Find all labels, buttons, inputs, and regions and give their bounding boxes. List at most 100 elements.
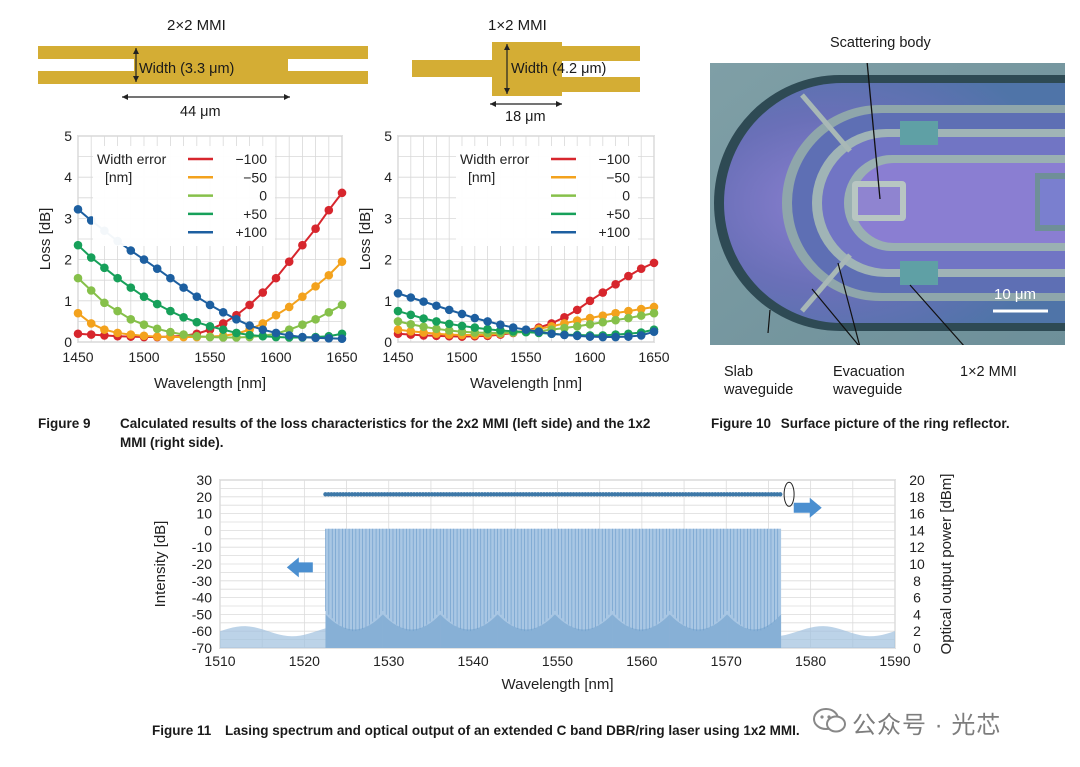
x-tick-label: 1550 [194,349,225,365]
left-axis-arrow [286,557,313,578]
data-point [406,319,416,329]
data-point [113,306,122,316]
data-point [572,305,582,315]
data-point [86,286,96,295]
power-point [778,492,783,497]
data-point [393,325,403,334]
data-point [585,313,595,323]
data-point [560,330,569,340]
y2-tick-label: 8 [913,573,921,589]
data-point [205,322,215,331]
x-tick-label: 1590 [879,653,910,669]
y-tick-label: 3 [384,210,392,226]
y2-tick-label: 12 [909,539,925,555]
figure-11-caption-text: Lasing spectrum and optical output of an… [225,723,800,738]
y2-tick-label: 6 [913,590,921,606]
data-point [324,333,334,343]
data-point [483,324,492,334]
mode-group-envelope [497,614,555,648]
data-point [166,306,175,316]
watermark-text: 公众号 · 光芯 [852,712,1002,739]
x-tick-label: 1650 [638,349,669,365]
data-point [496,320,505,329]
data-point [508,323,518,332]
mmi-2x2-width-label: Width (3.3 μm) [139,61,235,77]
y-tick-label: 0 [204,522,212,538]
figure-10-caption-text: Surface picture of the ring reflector. [780,416,1010,431]
data-point [205,300,215,310]
mmi-1x2-length-label: 18 μm [505,109,546,125]
data-point [457,321,467,331]
x-tick-label: 1520 [289,653,320,669]
legend-label: 0 [259,188,267,204]
x-tick-label: 1540 [458,653,489,669]
loss-chart-1x2: 1450 1500 1550 1600 1650 0 1 2 3 4 5 Wavelength [nm… [357,128,670,392]
data-point [245,330,254,340]
figure-10-caption: Figure 10 Surface picture of the ring re… [711,414,1071,433]
data-point [572,322,582,331]
data-point [393,306,403,316]
figure-11-caption: Figure 11 Lasing spectrum and optical ou… [152,721,932,740]
mode-group-envelope [325,614,383,648]
x-tick-label: 1530 [373,653,404,669]
data-point [636,311,646,320]
data-point [406,293,416,302]
data-point [311,333,320,343]
data-point [585,319,595,329]
y2-axis-label: Optical output power [dBm] [938,474,955,655]
data-point [406,326,416,336]
y-tick-label: 10 [196,506,212,522]
data-point [166,327,175,337]
y-axis-label: Loss [dB] [357,208,374,271]
data-point [649,302,659,312]
right-axis-arrow [793,497,822,518]
data-point [636,264,646,273]
data-point [337,257,347,266]
data-point [179,312,188,322]
data-point [483,317,492,326]
data-point [560,312,569,322]
data-point [166,273,175,283]
mode-group-envelope [727,614,782,648]
x-tick-label: 1510 [204,653,235,669]
data-point [444,326,454,335]
data-point [258,331,268,341]
data-point [258,288,268,297]
legend-box [93,146,275,246]
data-point [611,308,620,318]
data-point [624,313,633,323]
legend-title: Width error [460,151,530,167]
data-point [139,255,149,264]
y-tick-label: 4 [64,169,72,185]
y-tick-label: 5 [64,128,72,144]
data-point [86,319,96,328]
x-tick-label: 1560 [626,653,657,669]
data-point [598,332,608,342]
y-tick-label: 0 [384,334,392,350]
data-point [271,328,281,338]
y-tick-label: -20 [192,556,212,572]
x-tick-label: 1650 [326,349,357,365]
figure-9-caption-text: Calculated results of the loss character… [120,416,651,450]
data-point [218,308,228,317]
data-point [258,325,268,334]
data-point [419,314,428,323]
data-point [100,298,109,308]
ring-reflector-micrograph [710,63,1065,345]
data-point [152,264,162,273]
data-point [470,313,480,323]
x-tick-label: 1500 [128,349,159,365]
y-tick-label: 1 [64,293,72,309]
data-point [298,332,307,342]
data-point [192,331,202,341]
data-point [100,263,109,273]
data-point [73,308,83,318]
x-tick-label: 1600 [574,349,605,365]
mmi-1x2-label: 1×2 MMI [488,17,547,34]
data-point [611,332,620,342]
data-point [218,319,228,328]
legend-title: Width error [97,151,167,167]
y-tick-label: 2 [64,252,72,268]
data-point [393,289,403,298]
data-point [245,321,254,330]
